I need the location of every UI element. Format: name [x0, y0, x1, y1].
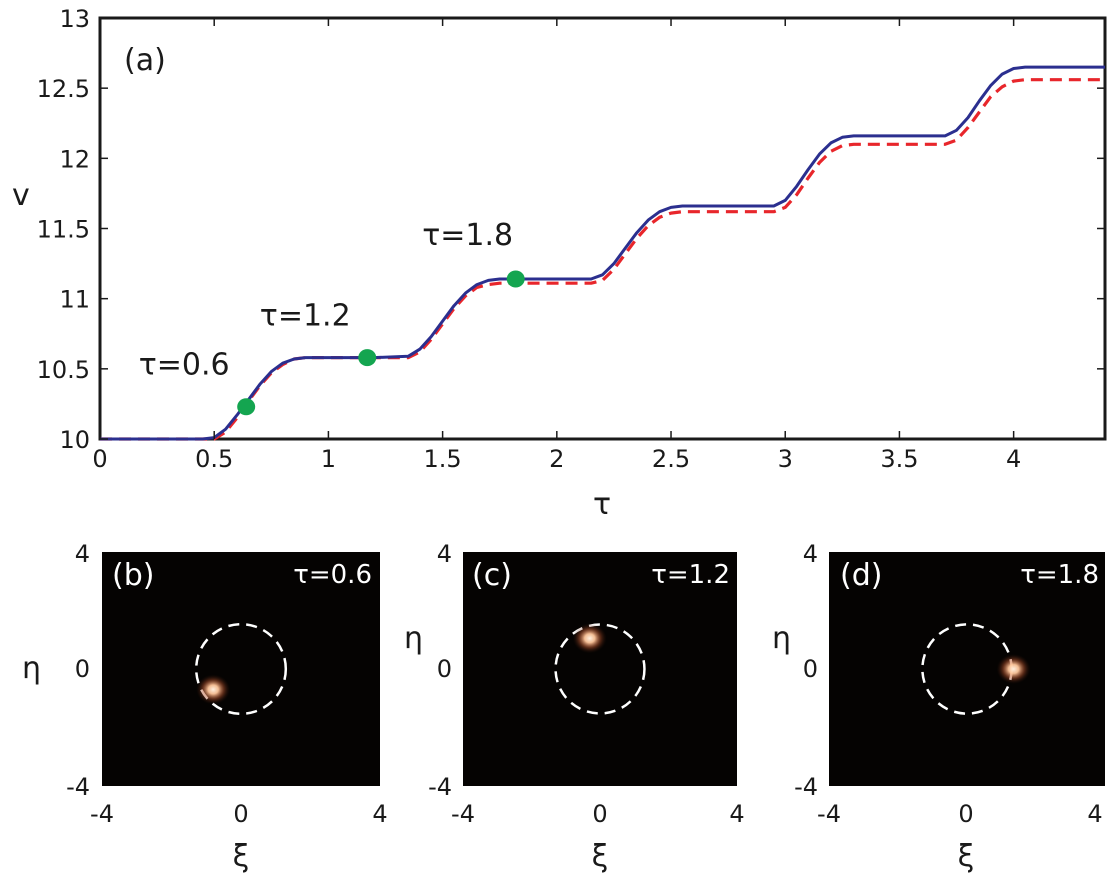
panel-b-dashed-circle	[194, 622, 288, 716]
panel-c-y-tick-top: 4	[437, 540, 452, 568]
marker-annotation: τ=1.8	[422, 218, 513, 253]
marker-point	[237, 398, 256, 416]
panel-c-density-spot	[572, 623, 607, 654]
panel-d-tau-annotation: τ=1.8	[1020, 560, 1099, 590]
panel-d-y-tick-mid: 0	[803, 655, 818, 683]
panel-d-density-spot	[996, 654, 1031, 684]
panel-c-dashed-circle	[554, 623, 646, 715]
panel-a-plot-area	[98, 16, 1107, 441]
x-tick-label: 1.5	[424, 445, 462, 473]
x-tick-label: 2	[549, 445, 564, 473]
panel-d-x-tick-right: 4	[1087, 800, 1102, 828]
panel-a-x-ticks: 0 0.5 1 1.5 2 2.5 3 3.5 4	[92, 18, 1021, 473]
x-tick-label: 4	[1006, 445, 1021, 473]
y-tick-label: 10.5	[37, 356, 90, 384]
panel-c-label: (c)	[472, 558, 512, 593]
panel-a-y-axis-title: v	[12, 178, 30, 213]
y-tick-label: 12	[59, 145, 90, 173]
y-tick-label: 13	[59, 5, 90, 33]
panel-d-y-tick-bottom: -4	[794, 773, 818, 801]
marker-point	[358, 349, 377, 367]
y-tick-label: 11.5	[37, 216, 90, 244]
panel-b-x-axis-title: ξ	[233, 839, 250, 874]
x-tick-label: 0.5	[195, 445, 233, 473]
panel-b: (b) τ=0.6 4 0 -4 -4 0 4 η ξ	[22, 540, 388, 874]
panel-b-image	[102, 552, 380, 786]
series-line-dashed	[100, 78, 1105, 441]
panel-a-x-axis-title: τ	[593, 487, 611, 522]
panel-c-y-tick-bottom: -4	[428, 773, 452, 801]
panel-d-x-axis-title: ξ	[958, 839, 975, 874]
panel-a-label: (a)	[124, 43, 166, 78]
panel-c-x-tick-mid: 0	[592, 800, 607, 828]
panel-c-x-tick-right: 4	[729, 800, 744, 828]
panel-b-label: (b)	[112, 558, 154, 593]
y-tick-label: 11	[59, 286, 90, 314]
y-tick-label: 12.5	[37, 75, 90, 103]
panel-a-y-ticks: 10 10.5 11 11.5 12 12.5 13	[37, 5, 1105, 454]
panel-b-y-tick-mid: 0	[75, 655, 90, 683]
panel-c-y-axis-title: η	[404, 621, 423, 656]
marker-annotation: τ=0.6	[139, 348, 230, 383]
x-tick-label: 1	[321, 445, 336, 473]
panel-d-x-tick-left: -4	[817, 800, 841, 828]
panel-c-x-axis-title: ξ	[592, 839, 609, 874]
panel-d-y-tick-top: 4	[803, 540, 818, 568]
panel-c-image	[463, 552, 737, 786]
panel-c-x-tick-left: -4	[451, 800, 475, 828]
panel-a-markers: τ=0.6 τ=1.2 τ=1.8	[139, 218, 525, 416]
panel-b-density-spot	[196, 674, 231, 705]
panel-d-y-axis-title: η	[772, 621, 791, 656]
panel-d: (d) τ=1.8 4 0 -4 -4 0 4 η ξ	[772, 540, 1105, 874]
panel-b-y-tick-top: 4	[75, 540, 90, 568]
panel-b-x-tick-mid: 0	[233, 800, 248, 828]
panel-b-y-axis-title: η	[22, 651, 41, 686]
panel-b-x-tick-right: 4	[372, 800, 387, 828]
panel-c-tau-annotation: τ=1.2	[651, 560, 730, 590]
panel-a-curves	[100, 65, 1105, 441]
panel-a: τ=0.6τ=1.2τ=1.8 0 0.5 1 1.5 2 2.5 3 3.5 4 1010.5…	[12, 5, 1107, 522]
marker-point	[506, 270, 525, 288]
panel-d-image	[829, 552, 1105, 786]
panel-b-tau-annotation: τ=0.6	[293, 560, 372, 590]
y-tick-label: 10	[59, 426, 90, 454]
panel-b-x-tick-left: -4	[90, 800, 114, 828]
series-line-solid	[100, 65, 1105, 441]
x-tick-label: 2.5	[652, 445, 690, 473]
panel-d-x-tick-mid: 0	[958, 800, 973, 828]
panel-c: (c) τ=1.2 4 0 -4 -4 0 4 η ξ	[404, 540, 745, 874]
x-tick-label: 3	[778, 445, 793, 473]
panel-d-label: (d)	[840, 558, 882, 593]
x-tick-label: 0	[92, 445, 107, 473]
marker-annotation: τ=1.2	[260, 299, 351, 334]
panel-c-y-tick-mid: 0	[437, 655, 452, 683]
panel-b-y-tick-bottom: -4	[66, 773, 90, 801]
x-tick-label: 3.5	[880, 445, 918, 473]
